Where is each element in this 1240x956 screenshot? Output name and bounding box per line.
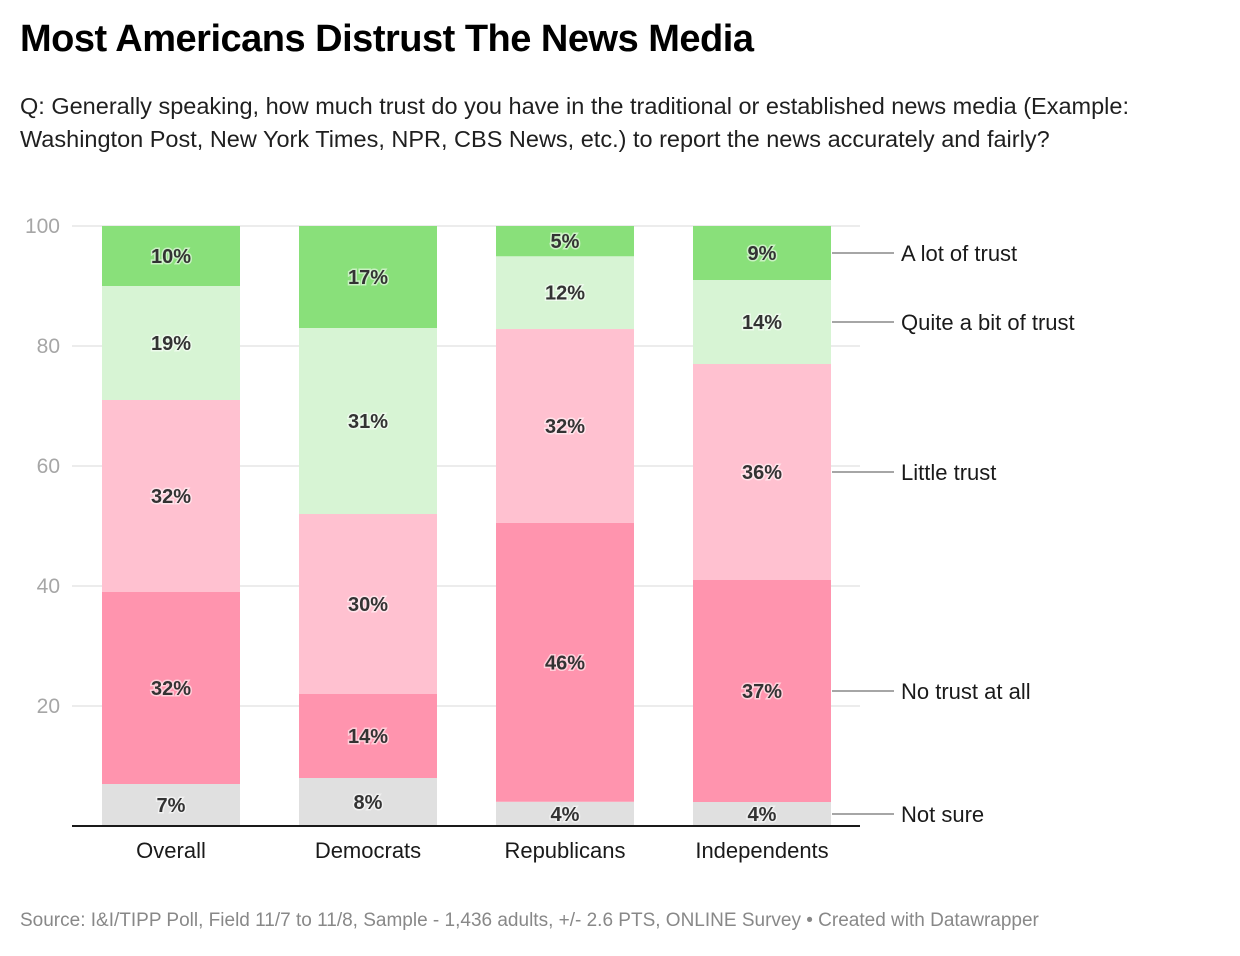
bar-segment-independents-no-trust-at-all — [693, 580, 831, 802]
source-footer: Source: I&I/TIPP Poll, Field 11/7 to 11/… — [20, 910, 1039, 931]
bar-segment-democrats-a-lot-of-trust — [299, 226, 437, 328]
value-label-independents-little-trust: 36% — [742, 462, 782, 484]
legend-label-not-sure: Not sure — [901, 802, 984, 827]
bar-segment-republicans-little-trust — [496, 329, 634, 523]
value-label-independents-quite-a-bit-of-trust: 14% — [742, 312, 782, 334]
bar-segment-overall-quite-a-bit-of-trust — [102, 286, 240, 400]
bar-segment-independents-a-lot-of-trust — [693, 226, 831, 280]
legend: Not sure No trust at all Little trust Quite… — [832, 241, 1075, 827]
x-label-independents: Independents — [695, 838, 828, 863]
x-label-democrats: Democrats — [315, 838, 421, 863]
value-label-democrats-no-trust-at-all: 14% — [348, 726, 388, 748]
value-label-democrats-quite-a-bit-of-trust: 31% — [348, 411, 388, 433]
y-tick-label-80: 80 — [37, 335, 60, 358]
value-label-independents-not-sure: 4% — [748, 804, 777, 826]
stacked-bar-chart: 20 40 60 80 100 7% 32% 32% 19% 10% 8% 14% 30% 31% 17%… — [25, 215, 1075, 863]
bar-segment-overall-a-lot-of-trust — [102, 226, 240, 286]
chart-title: Most Americans Distrust The News Media — [20, 18, 754, 60]
value-label-republicans-not-sure: 4% — [551, 804, 580, 826]
value-label-republicans-quite-a-bit-of-trust: 12% — [545, 283, 585, 305]
bar-segment-democrats-quite-a-bit-of-trust — [299, 328, 437, 514]
x-label-overall: Overall — [136, 838, 206, 863]
value-label-overall-no-trust-at-all: 32% — [151, 678, 191, 700]
bar-segment-republicans-not-sure — [496, 801, 634, 826]
bar-segment-democrats-not-sure — [299, 778, 437, 826]
value-labels: 7% 32% 32% 19% 10% 8% 14% 30% 31% 17% 4% 46% 32% 12% 5… — [149, 230, 783, 828]
x-axis-labels: Overall Democrats Republicans Independents — [136, 838, 829, 863]
y-tick-label-40: 40 — [37, 575, 60, 598]
legend-label-no-trust-at-all: No trust at all — [901, 679, 1031, 704]
bar-segment-democrats-little-trust — [299, 514, 437, 694]
bar-segment-overall-little-trust — [102, 400, 240, 592]
value-label-democrats-not-sure: 8% — [354, 792, 383, 814]
legend-label-a-lot-of-trust: A lot of trust — [901, 241, 1017, 266]
legend-label-little-trust: Little trust — [901, 460, 996, 485]
bar-segment-overall-no-trust-at-all — [102, 592, 240, 784]
value-label-democrats-little-trust: 30% — [348, 594, 388, 616]
bar-segment-republicans-quite-a-bit-of-trust — [496, 256, 634, 330]
bar-segment-independents-little-trust — [693, 364, 831, 580]
value-label-overall-not-sure: 7% — [157, 795, 186, 817]
bar-segment-independents-not-sure — [693, 802, 831, 826]
value-label-overall-quite-a-bit-of-trust: 19% — [151, 333, 191, 355]
bar-segment-democrats-no-trust-at-all — [299, 694, 437, 778]
value-label-overall-little-trust: 32% — [151, 486, 191, 508]
value-label-republicans-little-trust: 32% — [545, 416, 585, 438]
bar-segment-republicans-a-lot-of-trust — [496, 226, 634, 257]
y-tick-label-100: 100 — [25, 215, 60, 238]
bar-segment-independents-quite-a-bit-of-trust — [693, 280, 831, 364]
y-tick-label-20: 20 — [37, 695, 60, 718]
legend-label-quite-a-bit-of-trust: Quite a bit of trust — [901, 310, 1075, 335]
value-label-republicans-a-lot-of-trust: 5% — [551, 231, 580, 253]
value-label-independents-no-trust-at-all: 37% — [742, 681, 782, 703]
value-label-overall-a-lot-of-trust: 10% — [151, 246, 191, 268]
chart-subtitle: Q: Generally speaking, how much trust do… — [20, 93, 1129, 152]
x-label-republicans: Republicans — [504, 838, 625, 863]
bar-segment-overall-not-sure — [102, 784, 240, 826]
y-axis-ticks: 20 40 60 80 100 — [25, 215, 60, 718]
value-label-democrats-a-lot-of-trust: 17% — [348, 267, 388, 289]
bars — [102, 226, 831, 826]
bar-segment-republicans-no-trust-at-all — [496, 522, 634, 802]
value-label-independents-a-lot-of-trust: 9% — [748, 243, 777, 265]
value-label-republicans-no-trust-at-all: 46% — [545, 652, 585, 674]
y-tick-label-60: 60 — [37, 455, 60, 478]
